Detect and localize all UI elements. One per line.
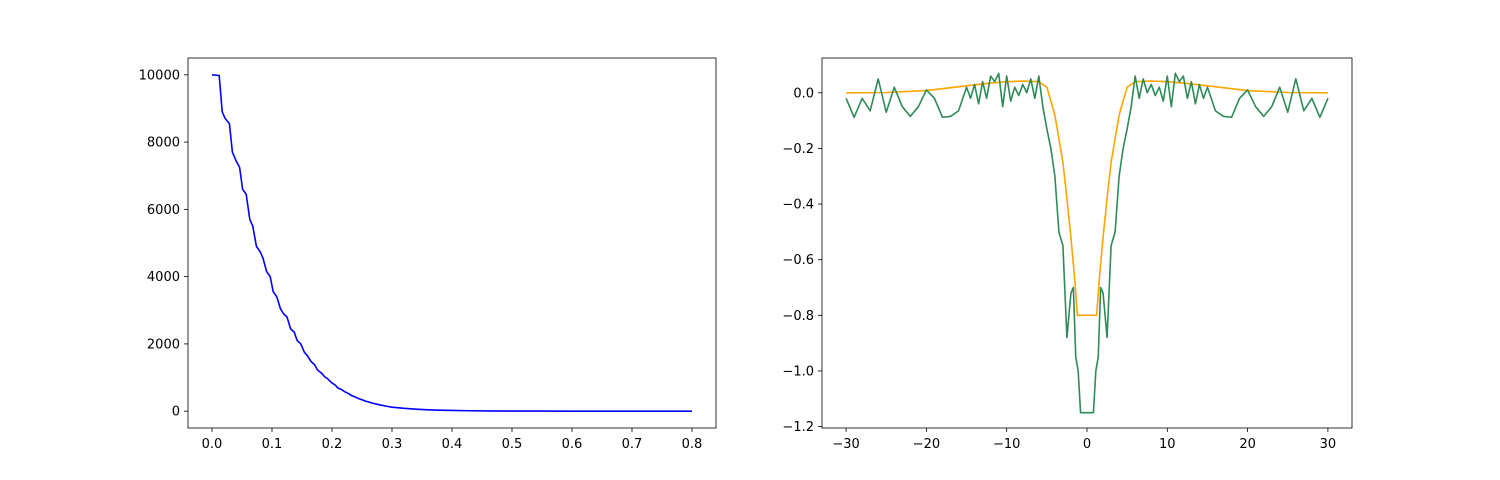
x-tick-label: 0.6 (562, 437, 583, 452)
y-tick-label: 8000 (147, 136, 180, 151)
y-tick-label: 4000 (147, 270, 180, 285)
x-tick-label: 0.2 (322, 437, 343, 452)
x-tick-label: 30 (1320, 437, 1337, 452)
x-tick-label: 0.8 (682, 437, 703, 452)
y-tick-label: 6000 (147, 203, 180, 218)
series-line-1 (845, 72, 1329, 414)
y-tick-label: −0.4 (782, 198, 814, 213)
x-tick-label: 0.5 (502, 437, 523, 452)
y-tick-label: −0.2 (782, 142, 814, 157)
y-tick-label: 0 (172, 405, 180, 420)
x-tick-label: 0.3 (382, 437, 403, 452)
x-tick-label: 0.4 (442, 437, 463, 452)
y-tick-label: −1.2 (782, 420, 814, 435)
x-tick-label: 0.1 (262, 437, 283, 452)
series-line-0 (211, 74, 693, 412)
right-chart: −30 −20 −10 0 10 20 30 0.0 −0.2 −0.4 −0.6 −0.8 −1.0 −… (782, 57, 1353, 452)
y-tick-label: 10000 (139, 68, 180, 83)
x-tick-label: −30 (832, 437, 859, 452)
left-chart: 0.0 0.1 0.2 0.3 0.4 0.5 0.6 0.7 0.8 0 2000 4000 6000… (139, 57, 717, 452)
y-tick-label: 2000 (147, 337, 180, 352)
x-tick-label: 0.7 (622, 437, 643, 452)
x-tick-label: 20 (1239, 437, 1256, 452)
y-tick-label: 0.0 (793, 86, 814, 101)
y-tick-label: −0.8 (782, 309, 814, 324)
x-tick-label: 10 (1159, 437, 1176, 452)
x-tick-label: −20 (913, 437, 940, 452)
x-tick-label: 0.0 (202, 437, 223, 452)
y-tick-label: −0.6 (782, 253, 814, 268)
x-tick-label: −10 (993, 437, 1020, 452)
x-tick-label: 0 (1083, 437, 1091, 452)
series-line-0 (846, 80, 1328, 317)
y-tick-label: −1.0 (782, 364, 814, 379)
